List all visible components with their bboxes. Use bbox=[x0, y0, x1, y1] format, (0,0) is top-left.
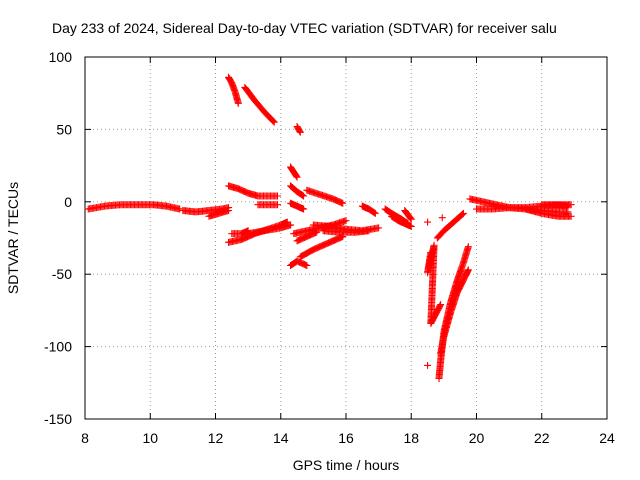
marker-path-arc-14 bbox=[287, 199, 308, 213]
series-arc-22 bbox=[358, 202, 379, 217]
series-arc-21 bbox=[319, 227, 373, 236]
y-axis-label: SDTVAR / TECUs bbox=[5, 182, 21, 294]
marker-path-arc-06 bbox=[225, 182, 281, 200]
grid bbox=[85, 57, 607, 419]
marker-path-arc-26 bbox=[424, 218, 432, 226]
x-tick-label-5: 18 bbox=[403, 430, 419, 446]
x-tick-label-0: 8 bbox=[81, 430, 89, 446]
y-tick-label-3: -50 bbox=[52, 266, 72, 282]
series-arc-29 bbox=[437, 266, 472, 358]
series-arc-10 bbox=[244, 221, 295, 238]
marker-path-arc-11 bbox=[287, 163, 301, 181]
x-axis-label: GPS time / hours bbox=[293, 457, 400, 473]
x-tick-label-6: 20 bbox=[469, 430, 485, 446]
marker-path-arc-22 bbox=[358, 202, 379, 217]
y-tick-label-1: 50 bbox=[56, 121, 72, 137]
marker-path-arc-19 bbox=[293, 228, 321, 245]
marker-path-arc-30 bbox=[424, 241, 445, 327]
marker-path-arc-25 bbox=[401, 206, 415, 223]
series-arc-14 bbox=[287, 199, 308, 213]
series-arc-30 bbox=[424, 241, 445, 327]
series-arc-27 bbox=[433, 209, 467, 242]
marker-path-arc-03 bbox=[205, 206, 233, 220]
marker-path-arc-10 bbox=[244, 221, 295, 238]
marker-path-arc-01 bbox=[84, 201, 184, 213]
marker-path-arc-17 bbox=[296, 233, 347, 261]
series-arc-06 bbox=[225, 182, 281, 200]
series-arc-15 bbox=[303, 186, 347, 207]
marker-path-arc-35 bbox=[521, 205, 575, 220]
series-arc-13 bbox=[287, 182, 308, 200]
series-arc-03 bbox=[205, 206, 233, 220]
x-tick-label-8: 24 bbox=[599, 430, 615, 446]
series-arc-04 bbox=[225, 73, 242, 107]
series-arc-07 bbox=[254, 201, 281, 209]
marker-path-arc-36 bbox=[538, 201, 572, 210]
marker-path-arc-12 bbox=[293, 123, 304, 136]
marker-path-arc-21 bbox=[319, 227, 373, 236]
series-arc-26 bbox=[424, 218, 432, 226]
marker-path-arc-32 bbox=[438, 214, 446, 222]
marker-path-arc-04 bbox=[225, 73, 242, 107]
series-arc-05 bbox=[241, 83, 278, 126]
y-tick-label-2: 0 bbox=[64, 194, 72, 210]
marker-path-arc-29 bbox=[437, 266, 472, 358]
series-arc-16 bbox=[287, 257, 311, 270]
marker-path-arc-09 bbox=[228, 227, 252, 238]
x-tick-label-4: 16 bbox=[338, 430, 354, 446]
series-arc-32 bbox=[438, 214, 446, 222]
x-tick-label-3: 14 bbox=[273, 430, 289, 446]
y-axis-ticks: 100 50 0 -50 -100 -150 bbox=[44, 49, 607, 427]
series-arc-36 bbox=[538, 201, 572, 210]
marker-path-arc-15 bbox=[303, 186, 347, 207]
series-arc-19 bbox=[293, 228, 321, 245]
series-arc-17 bbox=[296, 233, 347, 261]
x-tick-label-7: 22 bbox=[534, 430, 550, 446]
y-tick-label-5: -150 bbox=[44, 411, 72, 427]
series-arc-35 bbox=[521, 205, 575, 220]
series-arc-11 bbox=[287, 163, 301, 181]
y-tick-label-4: -100 bbox=[44, 339, 72, 355]
marker-path-arc-27 bbox=[433, 209, 467, 242]
series-arc-25 bbox=[401, 206, 415, 223]
marker-path-arc-24 bbox=[388, 212, 415, 230]
marker-path-arc-16 bbox=[287, 257, 311, 270]
series-arc-31 bbox=[424, 361, 432, 369]
series-arc-09 bbox=[228, 227, 252, 238]
y-tick-label-0: 100 bbox=[49, 49, 73, 65]
series-arc-01 bbox=[84, 201, 184, 213]
series-arc-12 bbox=[293, 123, 304, 136]
x-tick-label-2: 12 bbox=[208, 430, 224, 446]
x-tick-label-1: 10 bbox=[142, 430, 158, 446]
marker-path-arc-31 bbox=[424, 361, 432, 369]
marker-path-arc-07 bbox=[254, 201, 281, 209]
chart-title: Day 233 of 2024, Sidereal Day-to-day VTE… bbox=[52, 20, 557, 36]
x-axis-ticks: 8 10 12 14 16 18 20 22 24 bbox=[81, 57, 615, 446]
data-series bbox=[84, 73, 575, 382]
series-arc-24 bbox=[388, 212, 415, 230]
marker-path-arc-05 bbox=[241, 83, 278, 126]
marker-path-arc-13 bbox=[287, 182, 308, 200]
